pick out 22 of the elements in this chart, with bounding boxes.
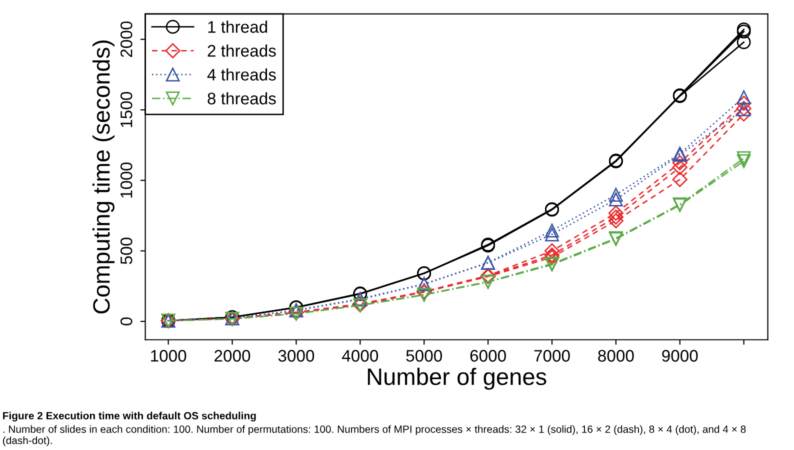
x-tick-label: 5000 (406, 350, 442, 362)
y-tick-label: 1000 (120, 162, 132, 198)
x-tick-label: 1000 (151, 350, 186, 362)
x-tick-label: 2000 (214, 350, 250, 362)
legend-label: 8 threads (208, 92, 276, 104)
x-tick-label: 9000 (662, 350, 698, 362)
x-axis-title: Number of genes (368, 368, 546, 390)
legend-label: 1 thread (208, 20, 268, 33)
x-tick-label: 6000 (470, 350, 506, 362)
y-tick-label: 500 (120, 238, 132, 264)
x-tick-label: 3000 (278, 350, 314, 362)
y-axis-title: Computing time (seconds) (92, 40, 114, 314)
x-tick-label: 7000 (534, 350, 570, 362)
legend-label: 2 threads (208, 44, 276, 57)
x-tick-label: 8000 (598, 350, 634, 362)
x-tick-label: 4000 (342, 350, 378, 362)
y-tick-label: 1500 (120, 92, 132, 128)
y-tick-label: 2000 (120, 21, 132, 58)
text: . Number of slides in each condition: 100. Number of permutations: 100. Numbers of MPI processes × threads: 32 × 1 (solid), 16 × 2 (dash), 8 × 4 (dot), and 4 × 8 (dash-dot). (3, 425, 746, 446)
caption: Figure 2 Execution time with default OS scheduling (3, 412, 256, 422)
y-tick-label: 0 (120, 317, 132, 326)
legend-label: 4 threads (207, 68, 276, 81)
